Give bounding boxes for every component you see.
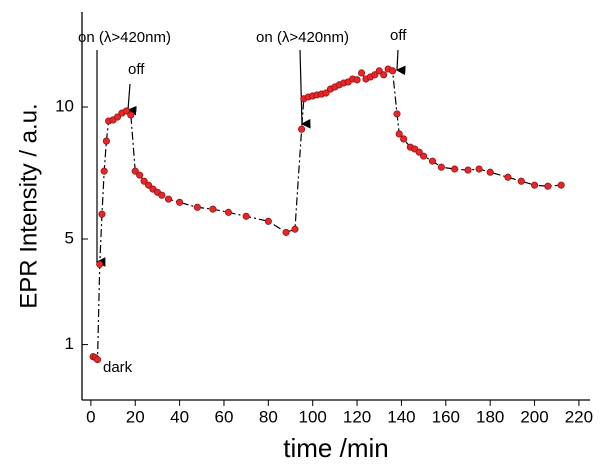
- point: [291, 225, 299, 233]
- point: [557, 181, 565, 189]
- point: [353, 76, 361, 84]
- point: [504, 173, 512, 181]
- x-tick-label: 40: [170, 407, 189, 426]
- x-tick-label: 80: [259, 407, 278, 426]
- point: [242, 212, 250, 220]
- point: [322, 89, 330, 97]
- point: [517, 177, 525, 185]
- point: [122, 107, 130, 115]
- arrow: [126, 83, 137, 116]
- point: [131, 167, 139, 175]
- x-tick-label: 180: [476, 407, 504, 426]
- point: [96, 260, 104, 268]
- point: [530, 181, 539, 189]
- annotation: off: [390, 27, 407, 44]
- x-tick-label: 200: [520, 407, 548, 426]
- x-tick-label: 120: [343, 407, 371, 426]
- point: [136, 171, 144, 179]
- point: [164, 195, 173, 203]
- x-tick-label: 220: [565, 407, 593, 426]
- x-tick-label: 20: [126, 407, 145, 426]
- annotation: dark: [103, 359, 133, 376]
- point: [395, 130, 403, 138]
- point: [176, 198, 184, 206]
- point: [428, 157, 437, 165]
- x-tick-label: 60: [215, 407, 234, 426]
- point: [393, 110, 401, 118]
- point: [475, 165, 483, 173]
- point: [264, 217, 272, 225]
- point: [93, 356, 102, 364]
- x-axis-label: time /min: [283, 433, 388, 463]
- point: [127, 111, 135, 119]
- arrow: [299, 49, 311, 129]
- point: [375, 67, 383, 75]
- point: [420, 152, 428, 160]
- point: [415, 148, 423, 156]
- y-axis-label: EPR Intensity / a.u.: [15, 103, 42, 308]
- point: [357, 69, 366, 77]
- point: [400, 135, 408, 143]
- point: [140, 177, 148, 185]
- arrow: [395, 49, 406, 76]
- point: [100, 167, 108, 175]
- point: [389, 67, 397, 75]
- point: [282, 228, 290, 236]
- point: [113, 113, 122, 121]
- point: [102, 137, 110, 145]
- point: [298, 125, 306, 133]
- point: [158, 191, 166, 199]
- y-tick-label: 1: [65, 334, 74, 353]
- point: [464, 166, 472, 174]
- x-tick-label: 100: [299, 407, 327, 426]
- y-tick-label: 10: [55, 97, 74, 116]
- annotation: on (λ>420nm): [256, 29, 349, 46]
- x-tick-label: 160: [432, 407, 460, 426]
- point: [145, 181, 153, 189]
- annotation: off: [128, 61, 145, 78]
- annotation: on (λ>420nm): [78, 29, 171, 46]
- x-tick-label: 140: [387, 407, 415, 426]
- point: [193, 203, 201, 211]
- x-tick-label: 0: [86, 407, 95, 426]
- connector-line: [92, 68, 562, 361]
- point: [209, 205, 217, 213]
- y-tick-label: 5: [65, 228, 74, 247]
- point: [380, 71, 388, 79]
- point: [451, 165, 459, 173]
- point: [224, 208, 232, 216]
- arrows: [95, 49, 406, 267]
- point: [437, 163, 445, 171]
- point: [371, 71, 379, 79]
- point: [98, 210, 106, 218]
- point: [486, 168, 494, 176]
- point: [544, 182, 552, 190]
